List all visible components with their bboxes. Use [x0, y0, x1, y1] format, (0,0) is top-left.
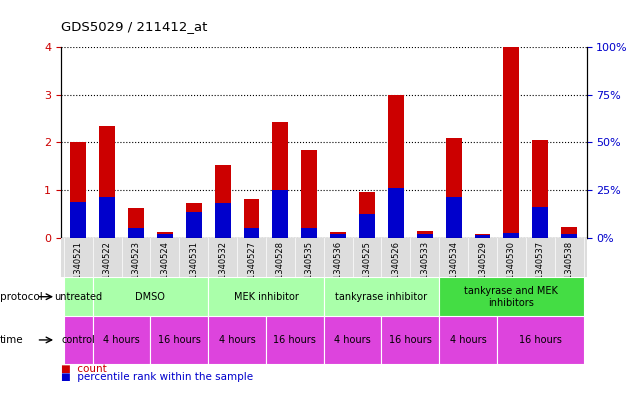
Bar	[157, 232, 173, 238]
Text: GSM1340528: GSM1340528	[276, 241, 285, 297]
Bar	[533, 207, 548, 238]
Bar	[61, 238, 587, 277]
Text: 16 hours: 16 hours	[389, 335, 432, 345]
Text: 16 hours: 16 hours	[519, 335, 562, 345]
Bar	[151, 316, 208, 364]
Text: GSM1340536: GSM1340536	[334, 241, 343, 297]
Text: GSM1340523: GSM1340523	[131, 241, 140, 297]
Text: 4 hours: 4 hours	[219, 335, 256, 345]
Bar	[244, 199, 260, 238]
Bar	[208, 277, 324, 316]
Text: DMSO: DMSO	[135, 292, 165, 302]
Bar	[388, 188, 404, 238]
Bar	[562, 227, 577, 238]
Bar	[99, 126, 115, 238]
Bar	[417, 231, 433, 238]
Bar	[71, 202, 86, 238]
Text: tankyrase inhibitor: tankyrase inhibitor	[335, 292, 428, 302]
Bar	[99, 197, 115, 238]
Text: untreated: untreated	[54, 292, 103, 302]
Text: GSM1340525: GSM1340525	[363, 241, 372, 297]
Bar	[359, 214, 375, 238]
Bar	[272, 190, 288, 238]
Bar	[186, 204, 202, 238]
Bar	[186, 211, 202, 238]
Bar	[266, 316, 324, 364]
Bar	[324, 316, 381, 364]
Text: 16 hours: 16 hours	[274, 335, 316, 345]
Bar	[503, 233, 519, 238]
Text: GSM1340529: GSM1340529	[478, 241, 487, 297]
Text: GSM1340531: GSM1340531	[189, 241, 198, 297]
Bar	[301, 150, 317, 238]
Bar	[417, 235, 433, 238]
Bar	[93, 277, 208, 316]
Text: ■  percentile rank within the sample: ■ percentile rank within the sample	[61, 372, 253, 382]
Bar	[64, 316, 93, 364]
Bar	[474, 235, 490, 238]
Bar	[128, 208, 144, 238]
Text: GSM1340522: GSM1340522	[103, 241, 112, 297]
Bar	[215, 204, 231, 238]
Bar	[244, 228, 260, 238]
Text: GSM1340537: GSM1340537	[536, 241, 545, 297]
Bar	[215, 165, 231, 238]
Bar	[93, 316, 151, 364]
Bar	[64, 277, 93, 316]
Bar	[439, 316, 497, 364]
Text: GSM1340530: GSM1340530	[507, 241, 516, 297]
Bar	[301, 228, 317, 238]
Text: GSM1340532: GSM1340532	[218, 241, 227, 297]
Bar	[272, 123, 288, 238]
Text: protocol: protocol	[0, 292, 43, 302]
Text: GSM1340533: GSM1340533	[420, 241, 429, 297]
Text: MEK inhibitor: MEK inhibitor	[233, 292, 298, 302]
Text: control: control	[62, 335, 95, 345]
Text: GSM1340524: GSM1340524	[160, 241, 169, 297]
Text: GSM1340535: GSM1340535	[304, 241, 313, 297]
Bar	[562, 235, 577, 238]
Text: 4 hours: 4 hours	[450, 335, 487, 345]
Text: GSM1340538: GSM1340538	[565, 241, 574, 297]
Bar	[388, 95, 404, 238]
Bar	[208, 316, 266, 364]
Bar	[381, 316, 439, 364]
Text: GSM1340534: GSM1340534	[449, 241, 458, 297]
Bar	[439, 277, 583, 316]
Bar	[71, 142, 86, 238]
Bar	[324, 277, 439, 316]
Text: GSM1340527: GSM1340527	[247, 241, 256, 297]
Text: ■  count: ■ count	[61, 364, 106, 374]
Text: 4 hours: 4 hours	[334, 335, 371, 345]
Text: GSM1340521: GSM1340521	[74, 241, 83, 297]
Text: GDS5029 / 211412_at: GDS5029 / 211412_at	[61, 20, 207, 33]
Text: GSM1340526: GSM1340526	[392, 241, 401, 297]
Text: time: time	[0, 335, 24, 345]
Text: 4 hours: 4 hours	[103, 335, 140, 345]
Bar	[445, 197, 462, 238]
Text: tankyrase and MEK
inhibitors: tankyrase and MEK inhibitors	[465, 286, 558, 307]
Bar	[157, 235, 173, 238]
Bar	[128, 228, 144, 238]
Bar	[330, 235, 346, 238]
Text: 16 hours: 16 hours	[158, 335, 201, 345]
Bar	[330, 232, 346, 238]
Bar	[503, 47, 519, 238]
Bar	[497, 316, 583, 364]
Bar	[359, 191, 375, 238]
Bar	[474, 235, 490, 238]
Bar	[533, 140, 548, 238]
Bar	[445, 138, 462, 238]
